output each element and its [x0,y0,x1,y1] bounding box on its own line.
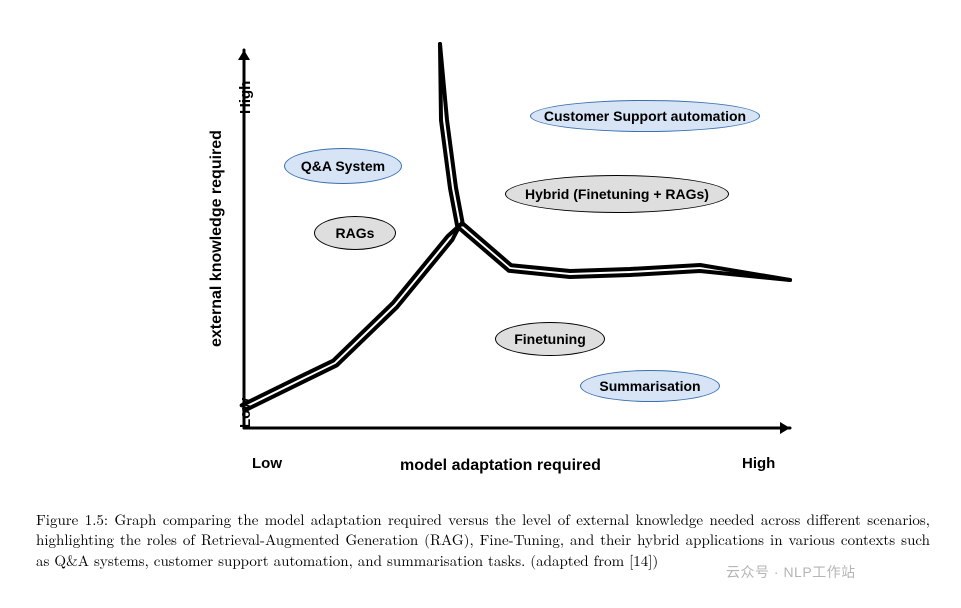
y-axis-high-tick: High [237,81,254,114]
node-label: Finetuning [514,331,586,347]
x-axis-label: model adaptation required [400,457,601,475]
y-axis-label: external knowledge required [208,130,226,347]
node-qa: Q&A System [284,148,402,184]
node-hybrid: Hybrid (Finetuning + RAGs) [505,175,729,213]
node-rags: RAGs [314,216,396,250]
node-label: Q&A System [301,158,385,174]
caption-prefix: Figure 1.5: [36,509,115,530]
node-label: Hybrid (Finetuning + RAGs) [525,186,709,202]
x-axis-high-tick: High [742,455,775,472]
node-cust: Customer Support automation [530,100,760,132]
watermark-text: 云众号 · NLP工作站 [726,562,856,582]
node-label: Customer Support automation [544,108,746,124]
node-ft: Finetuning [495,322,605,356]
y-axis-low-tick: Low [237,398,254,428]
node-label: RAGs [336,225,375,241]
node-summ: Summarisation [580,370,720,402]
node-label: Summarisation [599,378,700,394]
x-axis-low-tick: Low [252,455,282,472]
page: external knowledge required model adapta… [0,0,961,608]
